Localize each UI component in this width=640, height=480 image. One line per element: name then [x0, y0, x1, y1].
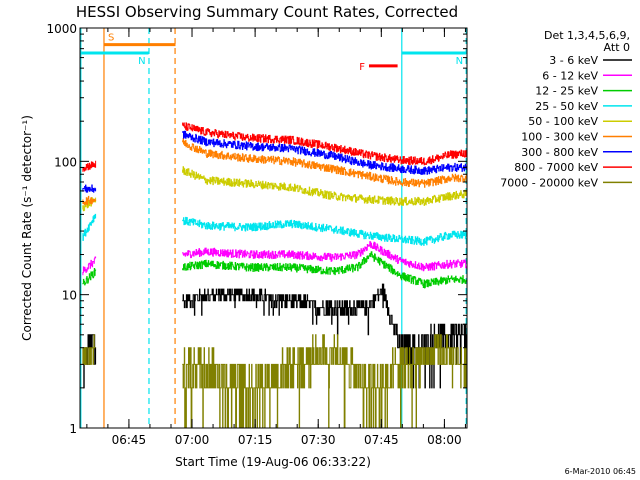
series-trace: [82, 256, 97, 276]
legend-label: 12 - 25 keV: [535, 85, 598, 98]
legend-label: 25 - 50 keV: [535, 100, 598, 113]
x-tick-label: 07:00: [175, 433, 210, 447]
legend-label: 800 - 7000 keV: [514, 161, 598, 174]
legend-label: 300 - 800 keV: [521, 146, 598, 159]
series-trace: [82, 334, 96, 365]
marker-N-label: N: [138, 56, 145, 67]
series-trace: [182, 216, 467, 246]
series-100-300-keV-keV: [82, 138, 467, 206]
series-trace: [82, 160, 97, 172]
y-tick-label: 100: [54, 155, 77, 169]
chart-title: HESSI Observing Summary Count Rates, Cor…: [76, 3, 458, 21]
series-800-7000-keV-keV: [82, 122, 467, 172]
marker-S-label: S: [108, 33, 114, 44]
series-25-50-keV-keV: [82, 213, 467, 246]
plot-frame: [79, 27, 468, 429]
x-tick-label: 07:45: [364, 433, 399, 447]
status-markers: S N N F: [81, 33, 467, 73]
y-tick-label: 10: [62, 289, 77, 303]
series-trace: [182, 251, 467, 289]
legend-label: 3 - 6 keV: [549, 54, 598, 67]
x-tick-label: 08:00: [427, 433, 462, 447]
y-axis-label: Corrected Count Rate (s⁻¹ detector⁻¹): [20, 115, 34, 341]
marker-F-label: F: [359, 62, 365, 73]
series-trace: [182, 122, 467, 166]
x-tick-label: 07:15: [238, 433, 273, 447]
legend-header-detectors: Det 1,3,4,5,6,9,: [544, 29, 630, 42]
series-12-25-keV-keV: [82, 251, 467, 289]
legend-label: 6 - 12 keV: [542, 69, 598, 82]
series-trace: [82, 268, 97, 286]
series-trace: [82, 184, 97, 193]
legend-label: 100 - 300 keV: [521, 131, 598, 144]
series-trace: [182, 138, 467, 188]
y-tick-label: 1: [69, 422, 77, 436]
x-axis-label: Start Time (19-Aug-06 06:33:22): [175, 455, 371, 469]
series-6-12-keV-keV: [82, 241, 467, 276]
axes: 1 10 100 1000 06:45 07:00 07:15 07:30 07:45 08:00: [46, 22, 467, 447]
y-tick-label: 1000: [46, 22, 77, 36]
x-tick-label: 06:45: [112, 433, 147, 447]
series-7000-20000-keV-keV: [82, 334, 467, 428]
footer-date: 6-Mar-2010 06:45: [565, 467, 636, 476]
series-trace: [182, 334, 467, 428]
series-trace: [82, 195, 97, 206]
series-layer: [82, 122, 467, 428]
series-50-100-keV-keV: [82, 166, 467, 212]
x-tick-label: 07:30: [301, 433, 336, 447]
series-trace: [182, 130, 467, 175]
series-trace: [82, 213, 97, 241]
legend: Det 1,3,4,5,6,9, Att 0 3 - 6 keV 6 - 12 k…: [500, 29, 632, 189]
legend-label: 7000 - 20000 keV: [500, 176, 598, 189]
marker-N-label: N: [456, 56, 463, 67]
series-300-800-keV-keV: [82, 130, 467, 193]
legend-label: 50 - 100 keV: [528, 115, 598, 128]
series-trace: [182, 166, 467, 206]
legend-header-attenuator: Att 0: [604, 41, 630, 54]
series-trace: [182, 241, 467, 272]
